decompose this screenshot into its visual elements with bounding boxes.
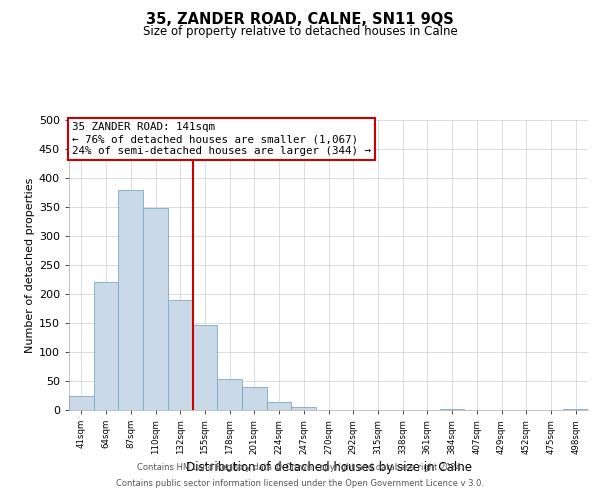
Bar	[267, 402, 292, 410]
Y-axis label: Number of detached properties: Number of detached properties	[25, 178, 35, 352]
Text: 35 ZANDER ROAD: 141sqm
← 76% of detached houses are smaller (1,067)
24% of semi-: 35 ZANDER ROAD: 141sqm ← 76% of detached…	[72, 122, 371, 156]
Text: 35, ZANDER ROAD, CALNE, SN11 9QS: 35, ZANDER ROAD, CALNE, SN11 9QS	[146, 12, 454, 28]
Bar	[118, 190, 143, 410]
Bar	[94, 282, 118, 410]
Bar	[143, 208, 168, 410]
Bar	[69, 396, 94, 410]
Bar	[242, 387, 267, 410]
X-axis label: Distribution of detached houses by size in Calne: Distribution of detached houses by size …	[185, 461, 472, 474]
Bar	[292, 406, 316, 410]
Text: Size of property relative to detached houses in Calne: Size of property relative to detached ho…	[143, 25, 457, 38]
Bar	[217, 380, 242, 410]
Text: Contains public sector information licensed under the Open Government Licence v : Contains public sector information licen…	[116, 478, 484, 488]
Text: Contains HM Land Registry data © Crown copyright and database right 2024.: Contains HM Land Registry data © Crown c…	[137, 464, 463, 472]
Bar	[193, 326, 217, 410]
Bar	[168, 300, 193, 410]
